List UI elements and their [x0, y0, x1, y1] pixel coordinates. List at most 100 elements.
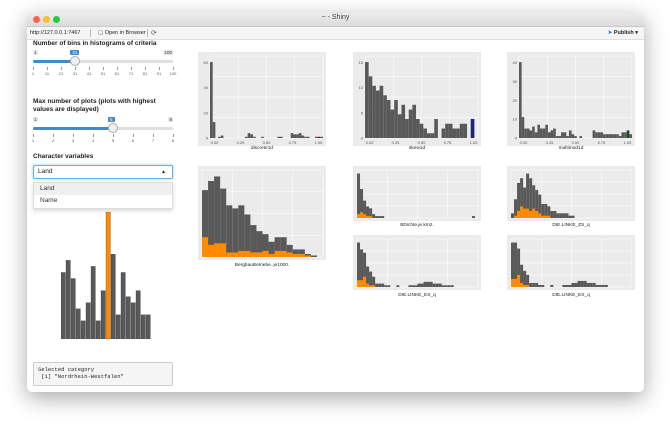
histogram-bar	[568, 215, 572, 218]
histogram-bar	[538, 284, 542, 287]
histogram-bar-highlight	[268, 253, 275, 257]
category-bar	[125, 296, 131, 339]
category-bar-chart	[61, 212, 151, 339]
select-dropdown: Land Name	[33, 182, 173, 209]
histogram-bar-highlight	[256, 252, 263, 257]
histogram-bar-highlight	[517, 210, 521, 218]
xlabel-multimod1d: multimod1d	[558, 146, 584, 151]
bins-slider[interactable]: 1 100 31 1 11 21 31 41 51 61 71 81 91 100	[32, 50, 176, 80]
histogram-bar	[314, 136, 318, 138]
histogram-bar	[605, 134, 609, 138]
plots-slider-ticks: 1 2 3 4 5 6 7 8	[32, 134, 174, 144]
y-tick-label: 0	[361, 136, 364, 141]
histogram-bar	[387, 285, 391, 287]
x-tick-label: 0.75	[598, 140, 607, 145]
publish-button[interactable]: ➤ Publish ▾	[607, 30, 638, 36]
histogram-bar	[514, 199, 518, 218]
histogram-bar	[363, 252, 367, 287]
slider-tick	[93, 134, 94, 137]
histogram-bar-highlight	[514, 278, 518, 287]
character-variable-select[interactable]: Land ▲	[33, 165, 173, 179]
x-tick-label: 0.25	[392, 140, 401, 145]
histogram-bar	[396, 285, 400, 287]
open-in-browser-label: Open in Browser	[104, 30, 146, 36]
category-bar	[65, 260, 71, 339]
x-tick-label: 1.00	[470, 140, 479, 145]
histogram-bar	[274, 237, 281, 257]
category-bar	[120, 272, 126, 339]
slider-tick-label: 51	[100, 71, 106, 76]
xlabel-bdichte: BDichte.je.km2.	[400, 223, 434, 228]
histogram-bdichte	[353, 166, 481, 221]
xlabel-linke-es-1: DIE.LINKE_ES_q	[398, 293, 436, 298]
histogram-bar	[553, 210, 557, 218]
histogram-bar	[390, 109, 395, 138]
selected-category-output: Selected category [1] "Nordrhein-Westfal…	[33, 362, 173, 386]
histogram-bar	[386, 100, 391, 138]
option-land[interactable]: Land	[34, 183, 172, 195]
slider-tick	[113, 134, 114, 137]
histogram-bar	[369, 208, 373, 218]
plots-slider[interactable]: 1 8 5 1 2 3 4 5 6 7 8	[32, 117, 174, 147]
slider-tick	[61, 67, 62, 70]
histogram-bar	[574, 136, 577, 138]
histogram-bar	[360, 249, 364, 287]
histogram-bar	[417, 283, 421, 287]
histogram-bar	[447, 285, 451, 287]
histogram-bar	[610, 134, 614, 138]
histogram-bar	[434, 119, 438, 138]
histogram-bar	[232, 208, 239, 257]
slider-tick	[131, 67, 132, 70]
x-tick-label: 1.00	[624, 140, 633, 145]
histogram-bar-highlight	[369, 285, 373, 287]
histogram-bar	[521, 117, 525, 138]
histogram-bar	[360, 189, 364, 218]
histogram-bar-highlight	[526, 284, 530, 287]
histogram-bar	[423, 128, 427, 138]
histogram-bar	[526, 274, 530, 287]
bins-slider-track[interactable]	[33, 60, 173, 63]
category-bar	[85, 302, 91, 339]
histogram-bar	[579, 136, 583, 138]
histogram-bar	[595, 132, 598, 138]
histogram-bar	[523, 270, 527, 287]
close-window-button[interactable]	[33, 16, 40, 23]
refresh-icon[interactable]: ⟳	[151, 30, 157, 37]
histogram-bar	[600, 132, 604, 138]
slider-tick-label: 6	[131, 138, 135, 143]
histogram-bar-highlight	[366, 283, 370, 287]
option-name[interactable]: Name	[40, 197, 58, 204]
open-in-browser-button[interactable]: ▢ Open in Browser	[98, 30, 146, 36]
histogram-bar-highlight	[298, 253, 305, 257]
bins-slider-handle[interactable]	[70, 56, 81, 66]
histogram-bar-highlight	[520, 282, 524, 287]
histogram-bar	[208, 181, 215, 257]
histogram-bar	[456, 128, 460, 138]
bins-slider-fill	[33, 60, 76, 63]
histogram-bar-highlight	[262, 250, 269, 257]
histogram-bar	[450, 285, 454, 287]
histogram-bar	[262, 234, 269, 257]
histogram-bar	[438, 283, 442, 287]
slider-tick	[33, 134, 34, 137]
histogram-bar-highlight	[208, 244, 215, 257]
minimize-window-button[interactable]	[43, 16, 50, 23]
histogram-bar-highlight	[244, 250, 251, 257]
slider-tick	[53, 134, 54, 137]
histogram-bar	[550, 284, 554, 287]
y-tick-label: 0	[515, 136, 518, 141]
y-tick-label: 20	[513, 98, 518, 103]
bins-slider-ticks: 1 11 21 31 41 51 61 71 81 91 100	[32, 67, 176, 77]
histogram-bar	[368, 76, 373, 138]
histogram-bar	[580, 280, 584, 287]
plots-slider-handle[interactable]	[108, 123, 118, 133]
histogram-bar	[365, 62, 369, 138]
histogram-bar	[556, 213, 560, 218]
histogram-bar	[597, 132, 601, 138]
histogram-linke-es-2	[507, 235, 635, 290]
histogram-bar	[298, 249, 305, 257]
histogram-bar-highlight	[360, 212, 364, 218]
histogram-bar	[366, 266, 370, 287]
category-bar	[140, 314, 146, 339]
zoom-window-button[interactable]	[53, 16, 60, 23]
